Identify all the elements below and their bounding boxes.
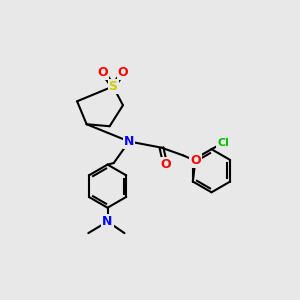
Text: O: O xyxy=(160,158,171,171)
Text: O: O xyxy=(98,66,108,79)
Text: O: O xyxy=(118,66,128,79)
Text: O: O xyxy=(190,154,201,167)
Text: Cl: Cl xyxy=(217,138,229,148)
Text: N: N xyxy=(102,215,113,228)
Text: S: S xyxy=(109,80,118,93)
Text: N: N xyxy=(124,135,134,148)
